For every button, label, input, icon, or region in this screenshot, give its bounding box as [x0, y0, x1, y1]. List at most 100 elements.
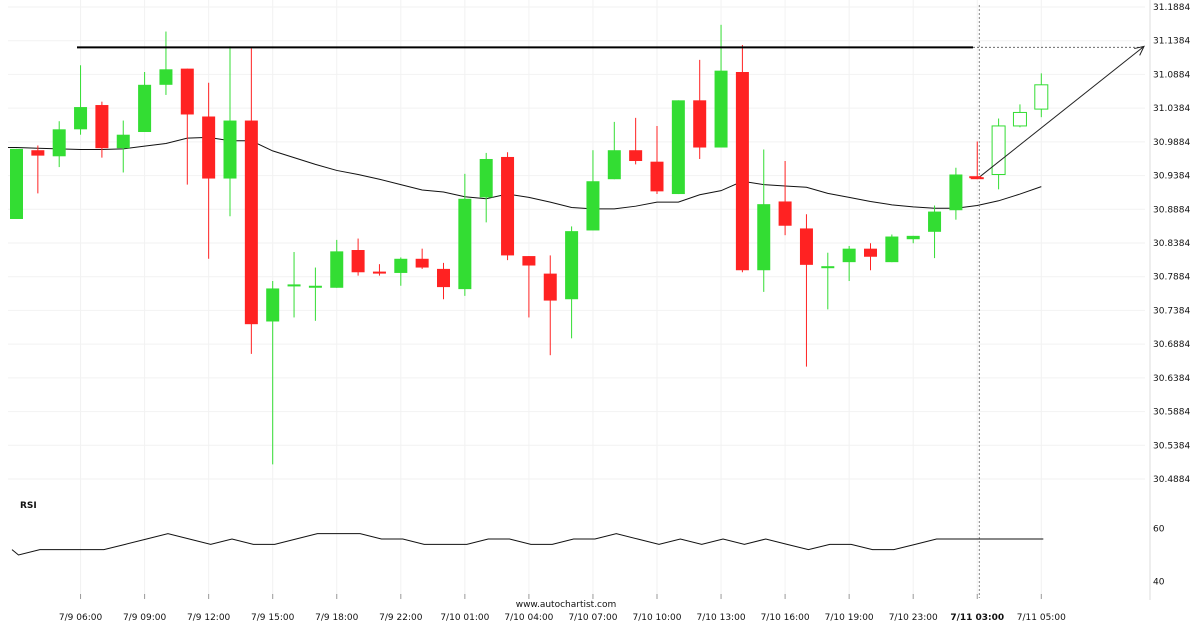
candle-body [266, 288, 280, 322]
price-tick-label: 30.9384 [1153, 172, 1190, 182]
candle [565, 226, 579, 339]
candle-body [31, 150, 45, 156]
chart-annotations [77, 5, 1145, 598]
candle-body [650, 161, 664, 192]
candle-body [671, 100, 685, 195]
candle [864, 243, 877, 271]
candle [95, 101, 109, 158]
candle [180, 68, 194, 185]
candle-body [799, 228, 813, 265]
candle [522, 256, 536, 318]
candle-body [735, 72, 749, 271]
candle [74, 65, 88, 135]
candle-body [885, 236, 899, 263]
candle [629, 117, 643, 165]
candle [437, 262, 450, 300]
candle-body [330, 251, 344, 288]
candle [1034, 73, 1049, 118]
candle-body [928, 211, 942, 232]
time-tick-label: 7/10 16:00 [761, 613, 810, 623]
candle-body [565, 231, 579, 300]
rsi-panel: RSI 60 40 [11, 501, 1165, 588]
candle-body [501, 156, 515, 256]
candle [202, 82, 216, 259]
candle-body [180, 68, 194, 115]
candle [330, 239, 344, 288]
price-tick-label: 30.5384 [1153, 441, 1190, 451]
candle [885, 234, 899, 263]
candle [906, 235, 920, 244]
time-tick-label: 7/11 05:00 [1017, 613, 1066, 623]
candle-body [778, 201, 792, 226]
candle [650, 125, 664, 195]
candle [842, 245, 856, 282]
time-tick-label: 7/10 13:00 [697, 613, 746, 623]
price-tick-label: 30.4884 [1153, 475, 1190, 485]
candle [586, 150, 600, 231]
rsi-title: RSI [20, 501, 37, 511]
forecast-arrow-line [978, 45, 1145, 178]
time-tick-label: 7/9 12:00 [187, 613, 231, 623]
candle-body [586, 181, 600, 231]
candle [52, 121, 66, 168]
price-tick-label: 31.1884 [1153, 3, 1190, 13]
candle-body [10, 148, 23, 219]
candle [308, 267, 322, 321]
candle [223, 46, 237, 217]
candle-body [116, 134, 130, 149]
time-tick-label: 7/10 07:00 [568, 613, 617, 623]
time-tick-label: 7/9 09:00 [123, 613, 167, 623]
candle [928, 205, 942, 259]
candle [714, 24, 728, 148]
candle-body [52, 129, 66, 157]
candle-body [693, 100, 707, 148]
candle [671, 100, 685, 195]
candle-body [714, 70, 728, 148]
candle-body [308, 285, 322, 288]
candle-body [351, 250, 365, 273]
candle-body [842, 248, 856, 263]
candle-body [607, 150, 621, 180]
candle-body [394, 258, 408, 273]
rsi-tick-label: 60 [1153, 524, 1165, 534]
candle-body [522, 256, 536, 266]
time-tick-label: 7/9 06:00 [59, 613, 103, 623]
candle-body [991, 125, 1006, 175]
candle [116, 120, 130, 173]
candle-body [287, 284, 301, 287]
candle-body [629, 150, 643, 162]
candle-body [95, 105, 109, 149]
candle [479, 152, 493, 223]
candle-body [202, 116, 216, 179]
candle-body [479, 158, 493, 198]
candle [799, 214, 813, 367]
candle [991, 118, 1006, 190]
candle [394, 257, 408, 286]
candle-body [1012, 111, 1027, 127]
candle-body [864, 248, 877, 257]
price-tick-label: 31.0884 [1153, 70, 1190, 80]
price-tick-label: 30.5884 [1153, 408, 1190, 418]
time-tick-label: 7/11 03:00 [950, 613, 1004, 623]
candle [415, 248, 429, 269]
candle-body [543, 273, 557, 301]
time-tick-label: 7/9 15:00 [251, 613, 295, 623]
candle-body [223, 120, 237, 179]
candle [10, 148, 23, 219]
candle-body [1034, 84, 1049, 110]
price-tick-label: 31.0384 [1153, 104, 1190, 114]
candle [244, 48, 258, 354]
time-tick-label: 7/10 04:00 [504, 613, 553, 623]
watermark-text: www.autochartist.com [516, 600, 617, 610]
price-tick-label: 31.1384 [1153, 37, 1190, 47]
time-tick-label: 7/9 22:00 [379, 613, 423, 623]
price-tick-label: 30.7884 [1153, 273, 1190, 283]
candle [949, 167, 963, 220]
candle [1012, 104, 1027, 128]
candle [693, 59, 707, 159]
candle-body [138, 84, 152, 133]
candle-body [159, 69, 173, 85]
price-tick-label: 30.8884 [1153, 205, 1190, 215]
candle [757, 149, 771, 292]
candle [501, 152, 515, 261]
